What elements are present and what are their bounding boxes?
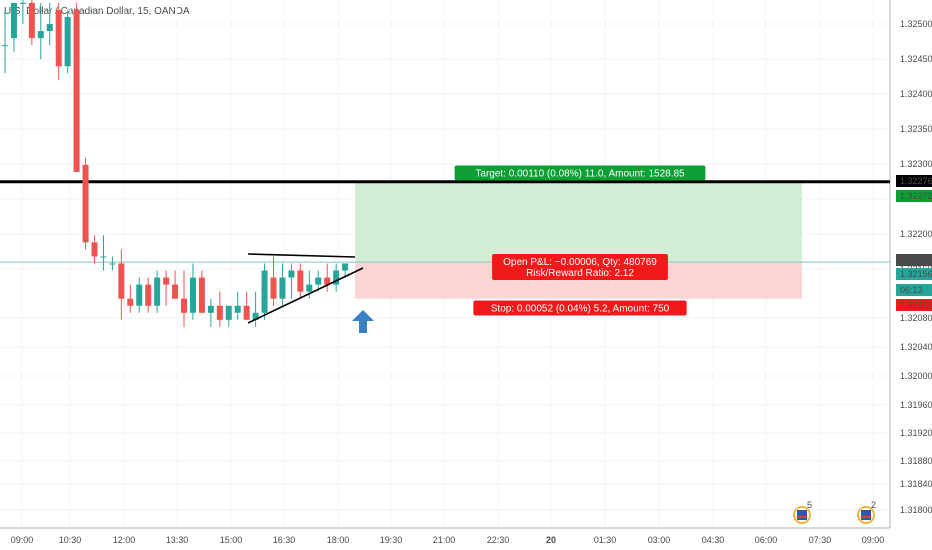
target-label: Target: 0.00110 (0.08%) 11.0, Amount: 15… (475, 169, 685, 180)
x-tick-label: 16:30 (273, 535, 296, 545)
candle-body[interactable] (181, 298, 187, 313)
price-badge-text: 1.32110 (900, 300, 932, 310)
candle-body[interactable] (2, 45, 8, 47)
candle-body[interactable] (216, 305, 223, 320)
x-tick-label: 20 (546, 535, 556, 545)
target-label-bg (454, 165, 706, 181)
candle-body[interactable] (154, 277, 161, 306)
x-tick-label: 13:30 (166, 535, 189, 545)
candle-body[interactable] (306, 284, 313, 292)
chart-title: U.S. Dollar / Canadian Dollar, 15, OANDA (4, 6, 190, 17)
x-tick-label: 01:30 (594, 535, 617, 545)
x-tick-label: 15:00 (220, 535, 243, 545)
candle-body[interactable] (46, 24, 53, 32)
candle-body[interactable] (64, 16, 71, 67)
price-badge (896, 175, 932, 187)
price-badge-text: 1.32156 (900, 269, 932, 279)
candle-body[interactable] (118, 263, 125, 299)
flag-icon-canton (861, 510, 871, 520)
pnl-label-bg (492, 254, 668, 280)
y-tick-label: 1.32300 (900, 159, 932, 169)
x-tick-label: 09:00 (862, 535, 885, 545)
x-tick-label: 07:30 (809, 535, 832, 545)
pnl-label: Open P&L: −0.00006, Qty: 480769 (503, 257, 657, 268)
price-badge (896, 284, 932, 296)
candle-body[interactable] (82, 164, 89, 243)
x-tick-label: 21:00 (433, 535, 456, 545)
y-tick-label: 1.32000 (900, 371, 932, 381)
up-arrow-icon[interactable] (352, 310, 374, 333)
price-badge (896, 268, 932, 280)
candle-body[interactable] (207, 305, 214, 313)
candle-body[interactable] (225, 305, 232, 320)
price-badge-text: 06:13 (900, 285, 923, 295)
price-badge-text: 1.32272 (900, 191, 932, 201)
y-tick-label: 1.32500 (900, 19, 932, 29)
candle-body[interactable] (270, 277, 277, 299)
x-tick-label: 03:00 (648, 535, 671, 545)
stop-label: Stop: 0.00052 (0.04%) 5.2, Amount: 750 (491, 304, 670, 315)
candle-body[interactable] (145, 284, 152, 306)
candle-body[interactable] (19, 2, 26, 4)
candle-body[interactable] (136, 284, 143, 306)
candle-body[interactable] (100, 256, 107, 258)
candle-body[interactable] (28, 2, 35, 39)
x-tick-label: 09:00 (11, 535, 34, 545)
candle-body[interactable] (252, 312, 259, 320)
candle-body[interactable] (297, 270, 304, 292)
x-tick-label: 18:00 (327, 535, 350, 545)
y-tick-label: 1.32200 (900, 229, 932, 239)
y-tick-label: 1.32350 (900, 124, 932, 134)
candle-body[interactable] (10, 2, 17, 39)
y-tick-label: 1.32400 (900, 89, 932, 99)
triangle-upper-line[interactable] (247, 253, 356, 258)
y-tick-label: 1.32080 (900, 313, 932, 323)
candle-body[interactable] (324, 277, 331, 285)
y-tick-label: 1.32040 (900, 342, 932, 352)
candle-body[interactable] (73, 9, 80, 172)
y-tick-label: 1.31840 (900, 479, 932, 489)
y-tick-label: 1.31960 (900, 400, 932, 410)
candle-body[interactable] (288, 270, 295, 278)
candle-body[interactable] (261, 270, 268, 313)
event-count: 5 (807, 500, 812, 510)
pnl-label: Risk/Reward Ratio: 2.12 (526, 268, 634, 279)
candle-body[interactable] (189, 277, 196, 313)
target-zone[interactable] (355, 181, 802, 263)
candle-body[interactable] (37, 31, 44, 39)
x-tick-label: 06:00 (755, 535, 778, 545)
triangle-lower-line[interactable] (247, 267, 364, 324)
x-tick-label: 10:30 (59, 535, 82, 545)
x-tick-label: 19:30 (380, 535, 403, 545)
y-tick-label: 1.31920 (900, 428, 932, 438)
x-tick-label: 22:30 (487, 535, 510, 545)
candle-body[interactable] (234, 305, 241, 313)
candle-body[interactable] (55, 9, 62, 67)
y-tick-label: 1.32450 (900, 54, 932, 64)
candle-body[interactable] (109, 263, 116, 265)
candle-body[interactable] (315, 277, 322, 285)
price-badge-text: 1.32162 (900, 255, 932, 265)
flag-icon-canton (797, 510, 807, 520)
x-tick-label: 04:30 (702, 535, 725, 545)
candle-body[interactable] (91, 242, 98, 257)
event-count: 2 (871, 500, 876, 510)
candle-body[interactable] (127, 298, 134, 306)
price-badge (896, 190, 932, 202)
y-tick-label: 1.31800 (900, 505, 932, 515)
price-badge-text: 1.32276 (900, 176, 932, 186)
candle-body[interactable] (279, 277, 286, 299)
candle-body[interactable] (163, 277, 170, 285)
candle-body[interactable] (333, 270, 340, 285)
price-badge (896, 254, 932, 266)
candle-body[interactable] (198, 277, 205, 313)
x-tick-label: 12:00 (113, 535, 136, 545)
stop-label-bg (473, 300, 687, 316)
price-badge (896, 299, 932, 311)
y-tick-label: 1.31880 (900, 456, 932, 466)
candle-body[interactable] (342, 263, 349, 271)
candle-body[interactable] (243, 305, 250, 320)
candle-body[interactable] (172, 284, 179, 299)
